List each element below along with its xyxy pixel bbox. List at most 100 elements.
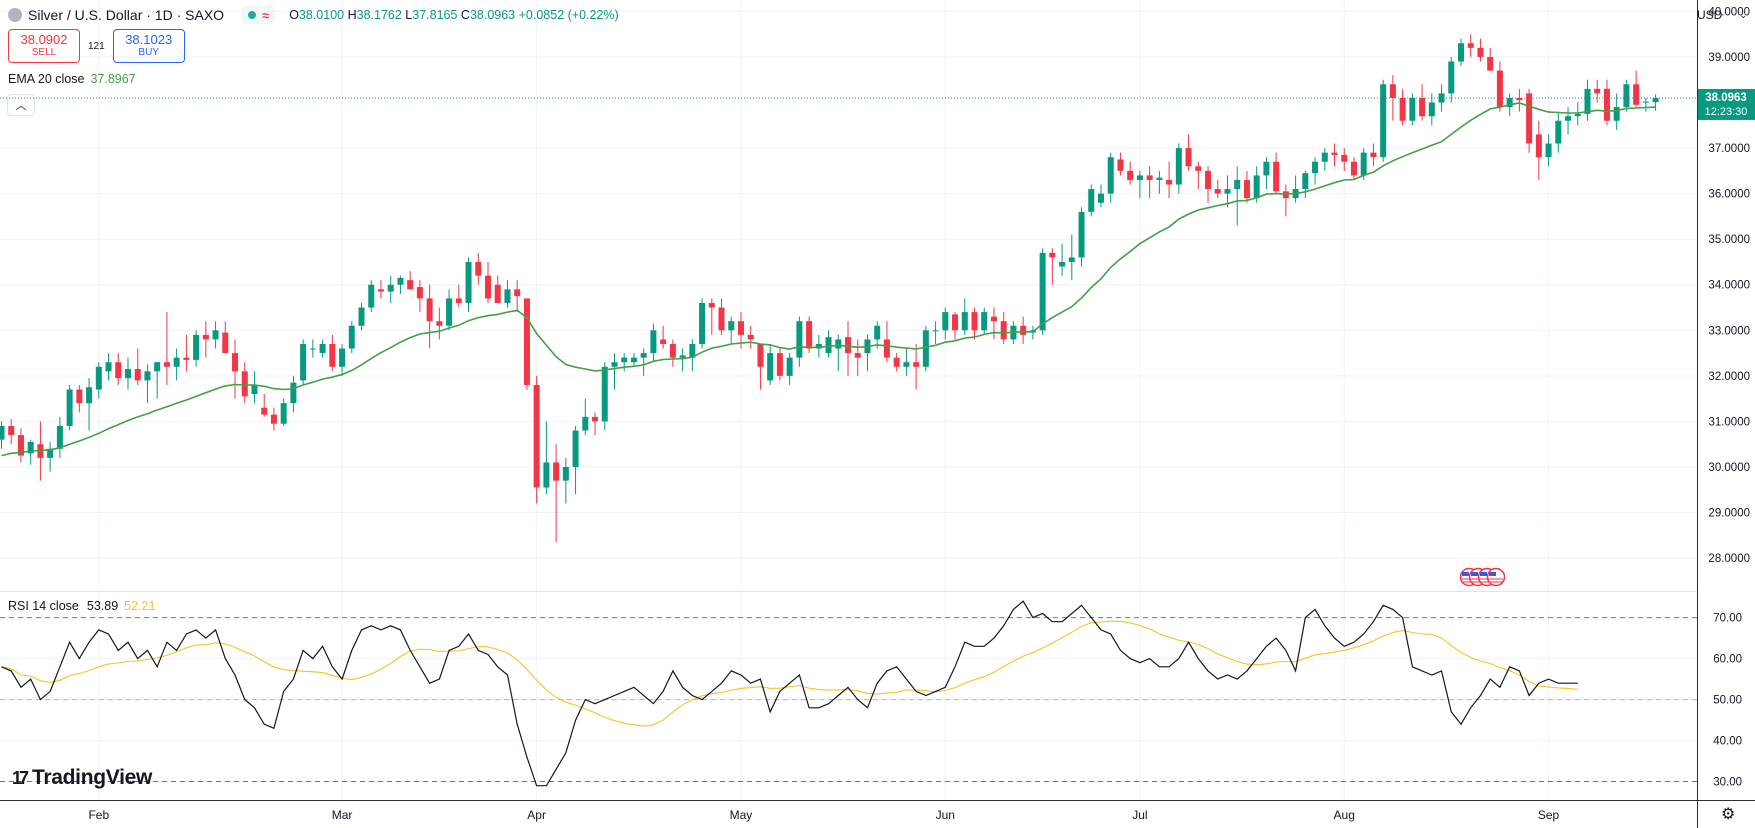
candle-body	[630, 357, 637, 363]
candle-body	[1496, 70, 1503, 108]
candle-body	[56, 425, 63, 449]
trade-panel: 38.0902 SELL 121 38.1023 BUY	[8, 29, 185, 63]
collapse-legend-button[interactable]: ︿	[7, 94, 35, 116]
candle-body	[1652, 97, 1659, 103]
sell-button[interactable]: 38.0902 SELL	[8, 29, 80, 63]
candle-body	[387, 284, 394, 292]
candle-body	[1594, 88, 1601, 94]
candle-body	[699, 302, 706, 344]
price-tick-label: 40.0000	[1708, 6, 1750, 18]
candle-body	[776, 353, 783, 376]
candle-body	[1224, 189, 1231, 194]
candle-body	[874, 325, 881, 340]
candle-body	[261, 407, 268, 415]
brand-name: TradingView	[32, 766, 153, 789]
candle-body	[942, 312, 949, 331]
candle-body	[1107, 157, 1114, 194]
candle-body	[1166, 179, 1173, 185]
candle-body	[825, 337, 832, 354]
candle-body	[17, 435, 24, 456]
candle-body	[368, 284, 375, 308]
buy-button[interactable]: 38.1023 BUY	[112, 29, 185, 63]
candle-body	[1185, 148, 1192, 167]
candle-body	[436, 321, 443, 326]
candle-body	[27, 441, 34, 454]
candle-body	[514, 289, 521, 297]
rsi-tick-label: 60.00	[1713, 654, 1742, 666]
candle-body	[339, 348, 346, 367]
candle-body	[1000, 321, 1007, 340]
rsi-tick-label: 70.00	[1713, 613, 1742, 625]
candle-body	[1535, 134, 1542, 158]
candle-body	[1097, 193, 1104, 203]
candle-body	[747, 334, 754, 340]
time-axis-labels[interactable]: Feb Mar Apr May Jun Jul Aug Sep	[88, 808, 1559, 822]
candle-body	[611, 362, 618, 367]
candle-body	[757, 343, 764, 367]
rsi-tick-label: 30.00	[1713, 777, 1742, 789]
symbol-title[interactable]: Silver / U.S. Dollar · 1D · SAXO	[28, 7, 225, 23]
silver-symbol-icon	[8, 8, 22, 22]
candle-body	[377, 289, 384, 292]
candle-body	[679, 355, 686, 358]
tradingview-logo[interactable]: 17 TradingView	[12, 766, 152, 790]
market-open-dot-icon	[248, 11, 257, 19]
candle-body	[124, 369, 131, 379]
chevron-down-icon: ⌄	[1739, 9, 1747, 20]
candle-body	[66, 389, 73, 426]
rsi-axis-labels: 30.00 40.00 50.00 60.00 70.00	[1713, 613, 1742, 789]
candle-body	[708, 302, 715, 308]
candle-body	[348, 325, 355, 349]
candle-body	[1195, 166, 1202, 171]
rsi-legend[interactable]: RSI 14 close 53.89 52.21	[8, 599, 155, 613]
market-status[interactable]: ≈	[242, 6, 276, 24]
candle-body	[1380, 84, 1387, 158]
candle-body	[1555, 120, 1562, 144]
ema-legend[interactable]: EMA 20 close 37.8967	[8, 72, 136, 86]
price-tick-label: 35.0000	[1708, 234, 1750, 246]
currency-selector[interactable]: USD ⌄	[1697, 5, 1747, 25]
candle-body	[1467, 43, 1474, 48]
candle-body	[105, 362, 112, 372]
candle-body	[1487, 56, 1494, 71]
candle-body	[660, 339, 667, 344]
rsi-ma-line	[1, 620, 1578, 727]
candle-body	[562, 466, 569, 481]
candle-body	[990, 316, 997, 322]
candle-body	[1214, 189, 1221, 194]
candle-body	[932, 330, 939, 332]
candle-body	[1273, 161, 1280, 192]
economic-events-flags[interactable]	[1459, 567, 1519, 587]
candle-body	[475, 261, 482, 276]
candle-body	[1020, 325, 1027, 335]
candle-body	[1156, 177, 1163, 180]
candle-body	[1068, 257, 1075, 262]
candle-body	[1243, 179, 1250, 199]
candle-body	[621, 357, 628, 363]
last-price-badge: 38.0963 12:23:30	[1698, 88, 1755, 120]
candle-body	[455, 298, 462, 303]
candle-body	[115, 362, 122, 379]
candle-body	[1078, 211, 1085, 258]
candle-body	[309, 348, 316, 350]
chart-header: Silver / U.S. Dollar · 1D · SAXO ≈ O38.0…	[8, 5, 619, 25]
candle-body	[1603, 88, 1610, 121]
time-tick-label: Aug	[1334, 808, 1355, 822]
candle-body	[270, 414, 277, 424]
candle-body	[1331, 152, 1338, 155]
last-price-value: 38.0963	[1705, 92, 1747, 104]
candle-body	[1341, 154, 1348, 162]
rsi-line	[1, 600, 1578, 787]
candle-body	[212, 330, 219, 340]
candle-body	[1312, 161, 1319, 174]
time-tick-label: Jun	[936, 808, 955, 822]
candle-body	[280, 403, 287, 424]
rsi-tick-label: 40.00	[1713, 736, 1742, 748]
candle-body	[154, 362, 161, 372]
candle-body	[144, 371, 151, 381]
candle-body	[883, 339, 890, 358]
candle-body	[202, 334, 209, 340]
settings-gear-icon[interactable]: ⚙	[1721, 806, 1736, 823]
candle-body	[76, 389, 83, 404]
